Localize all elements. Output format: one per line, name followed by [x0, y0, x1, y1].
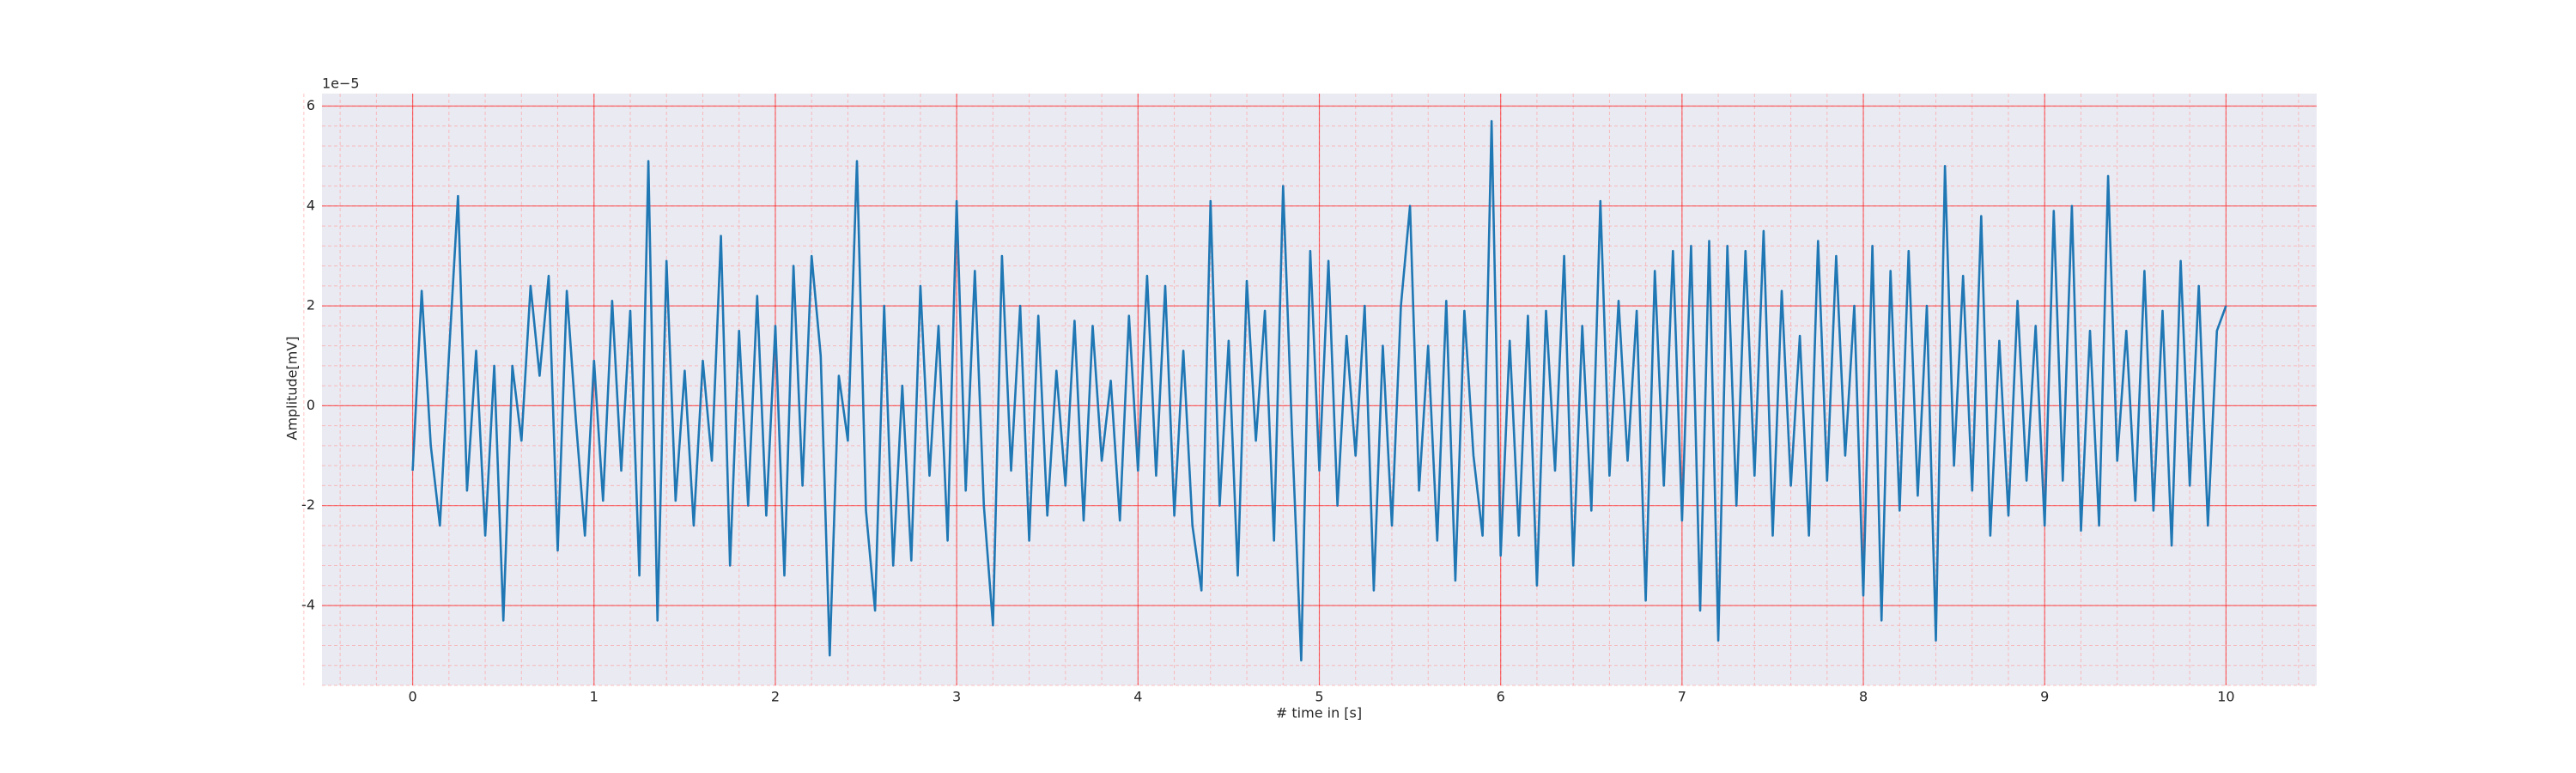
- y-tick-label: -2: [301, 496, 315, 513]
- y-tick-label: 4: [307, 197, 315, 213]
- y-offset-text: 1e−5: [322, 76, 360, 92]
- x-tick-label: 0: [408, 689, 416, 705]
- y-tick-label: 6: [307, 97, 315, 113]
- y-tick-label: 0: [307, 397, 315, 413]
- x-axis-label: # time in [s]: [1276, 705, 1362, 721]
- x-tick-label: 8: [1859, 689, 1868, 705]
- x-tick-label: 9: [2040, 689, 2049, 705]
- x-tick-label: 7: [1678, 689, 1686, 705]
- y-tick-label: -4: [301, 596, 315, 612]
- x-tick-label: 4: [1133, 689, 1142, 705]
- x-tick-label: 6: [1497, 689, 1505, 705]
- signal-line: [411, 119, 2227, 662]
- x-tick-label: 10: [2217, 689, 2234, 705]
- x-tick-label: 3: [952, 689, 961, 705]
- x-tick-label: 2: [771, 689, 780, 705]
- x-tick-label: 5: [1315, 689, 1323, 705]
- x-tick-label: 1: [590, 689, 598, 705]
- y-axis-label: Amplitude[mV]: [284, 336, 301, 440]
- y-tick-label: 2: [307, 297, 315, 313]
